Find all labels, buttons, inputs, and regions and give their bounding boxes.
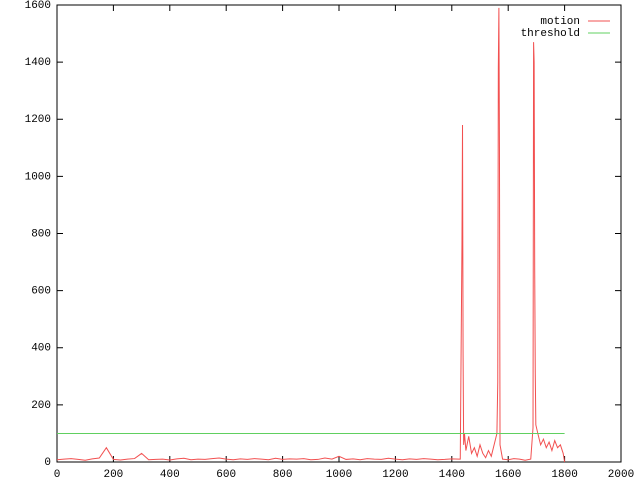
- y-tick-label: 1000: [25, 171, 51, 183]
- legend-label: motion: [540, 16, 580, 28]
- x-tick-label: 2000: [608, 469, 634, 480]
- y-tick-label: 800: [31, 228, 51, 240]
- plot-frame: [56, 4, 622, 463]
- x-tick-label: 800: [273, 469, 293, 480]
- legend-label: threshold: [521, 28, 580, 40]
- x-tick-label: 1000: [326, 469, 352, 480]
- y-tick-label: 400: [31, 343, 51, 355]
- x-tick-label: 400: [160, 469, 180, 480]
- x-tick-label: 1400: [439, 469, 465, 480]
- y-tick-label: 200: [31, 400, 51, 412]
- y-tick-label: 1600: [25, 0, 51, 12]
- x-tick-label: 1800: [551, 469, 577, 480]
- x-tick-label: 1600: [495, 469, 521, 480]
- y-tick-label: 1400: [25, 57, 51, 69]
- series-line: [56, 7, 566, 463]
- y-tick-label: 600: [31, 286, 51, 298]
- y-tick-label: 1200: [25, 114, 51, 126]
- y-tick-label: 0: [44, 457, 51, 469]
- x-tick-label: 200: [103, 469, 123, 480]
- x-tick-label: 600: [216, 469, 236, 480]
- x-tick-label: 1200: [382, 469, 408, 480]
- x-tick-label: 0: [54, 469, 61, 480]
